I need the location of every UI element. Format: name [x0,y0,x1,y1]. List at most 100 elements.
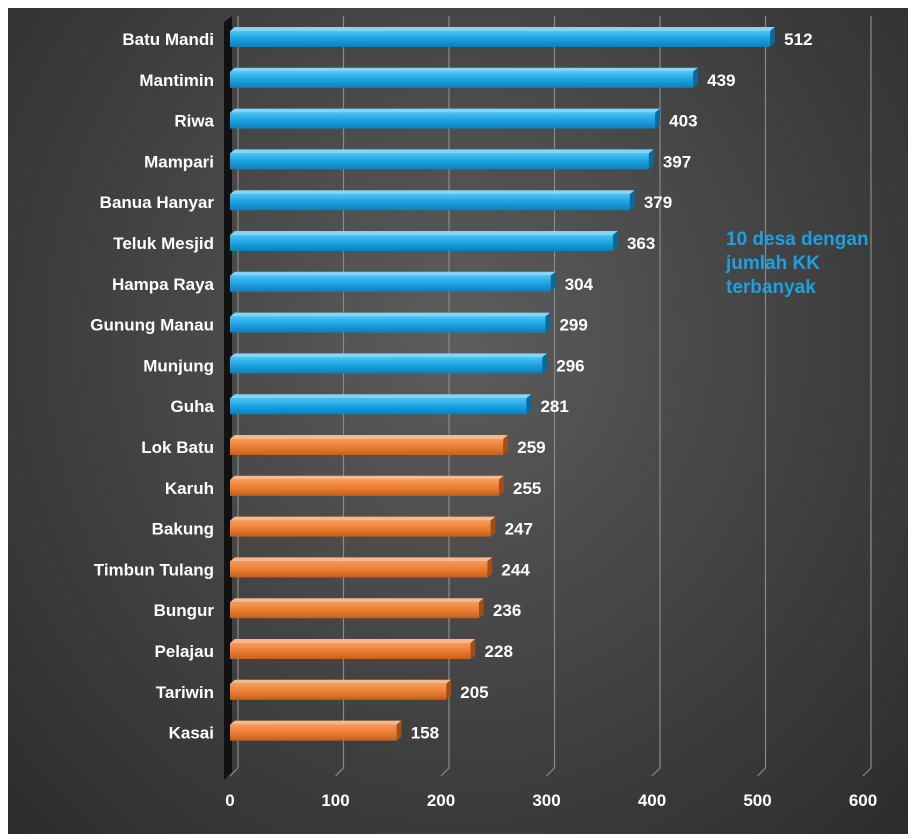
x-tick-label: 400 [638,791,666,810]
x-tick-label: 0 [225,791,234,810]
bar-top-face [230,639,476,643]
bar-banua-hanyar [230,194,630,211]
bar-end-face [648,149,654,170]
bar-end-face [550,271,556,292]
bar-gunung-manau [230,316,546,333]
bar-top-face [230,271,556,276]
bar-end-face [396,720,402,741]
chart-frame: 0 100 200 300 400 500 600 Batu Mandi 512 Mantimin… [8,8,908,834]
value-label: 205 [460,683,488,702]
bar-karuh [230,479,500,496]
value-label: 397 [663,152,691,171]
value-label: 299 [559,316,587,335]
gridline-foot-200 [440,767,450,777]
category-label: Teluk Mesjid [113,234,214,253]
bar-top-face [230,67,698,72]
bar-kasai [230,724,397,741]
bar-chart: 0 100 200 300 400 500 600 Batu Mandi 512 Mantimin… [90,16,877,810]
value-label: 304 [565,275,594,294]
bar-top-face [230,312,551,317]
bar-riwa [230,112,656,129]
bar-end-face [487,557,493,578]
bar-top-face [230,435,509,439]
bar-tariwin [230,683,447,700]
bar-end-face [526,394,532,415]
category-label: Banua Hanyar [100,193,215,212]
bar-end-face [612,231,618,251]
gridline-foot-300 [546,767,555,777]
category-label: Munjung [143,356,214,375]
bar-lok-batu [230,439,504,455]
value-label: 255 [513,479,541,498]
bar-bakung [230,520,491,537]
value-label: 403 [669,112,697,131]
bar-end-face [629,190,635,211]
bar-top-face [230,190,635,195]
chart-annotation: 10 desa dengan jumlah KK terbanyak [726,229,869,298]
bar-guha [230,398,527,415]
value-label: 228 [485,642,513,661]
bar-end-face [655,108,660,129]
category-label: Mampari [144,152,214,171]
bar-end-face [446,679,452,700]
bar-top-face [230,720,402,725]
category-label: Bakung [152,520,214,539]
value-label: 247 [505,520,533,539]
value-label: 259 [517,438,545,457]
grid-layer [229,16,872,777]
category-label: Kasai [169,724,214,743]
gridline-foot-500 [757,767,766,777]
value-label: 244 [501,560,530,579]
category-label: Tariwin [156,683,214,702]
bar-layer [230,27,775,741]
bar-batu-mandi [230,31,771,47]
category-label: Timbun Tulang [94,560,214,579]
bar-pelajau [230,643,471,659]
bar-end-face [545,312,551,333]
value-label: 236 [493,601,521,620]
category-label: Batu Mandi [122,30,214,49]
bar-end-face [478,598,484,619]
category-label: Lok Batu [141,438,214,457]
value-label: 512 [784,30,812,49]
bar-top-face [230,231,618,235]
bar-top-face [230,557,493,562]
value-label: 379 [644,193,672,212]
category-label: Guha [171,397,215,416]
bar-mantimin [230,71,694,88]
bar-timbun-tulang [230,561,488,578]
gridline-foot-600 [862,767,872,777]
bar-top-face [230,149,654,154]
x-tick-label: 200 [427,791,455,810]
value-label: 281 [540,397,568,416]
bar-top-face [230,516,496,521]
bar-bungur [230,602,479,619]
bar-top-face [230,394,532,399]
bar-munjung [230,357,543,374]
bar-top-face [230,598,484,603]
bar-top-face [230,108,660,113]
bar-top-face [230,353,548,358]
bar-end-face [499,475,504,496]
x-tick-label: 600 [849,791,877,810]
category-label: Gunung Manau [90,316,214,335]
bar-top-face [230,475,504,480]
value-label: 363 [627,234,655,253]
category-label: Mantimin [139,71,214,90]
bar-top-face [230,27,775,31]
x-tick-label: 100 [321,791,349,810]
bar-end-face [470,639,476,659]
bar-end-face [503,435,509,455]
bar-top-face [230,679,452,684]
x-tick-label: 300 [532,791,560,810]
bar-mampari [230,153,649,170]
label-layer: 0 100 200 300 400 500 600 Batu Mandi 512 Mantimin… [90,30,877,810]
category-label: Bungur [154,601,215,620]
bar-end-face [693,67,698,88]
gridline-foot-400 [651,767,661,777]
x-tick-label: 500 [743,791,771,810]
value-label: 439 [707,71,735,90]
bar-end-face [770,27,775,47]
gridline-foot-0 [229,767,239,777]
category-label: Riwa [174,112,214,131]
